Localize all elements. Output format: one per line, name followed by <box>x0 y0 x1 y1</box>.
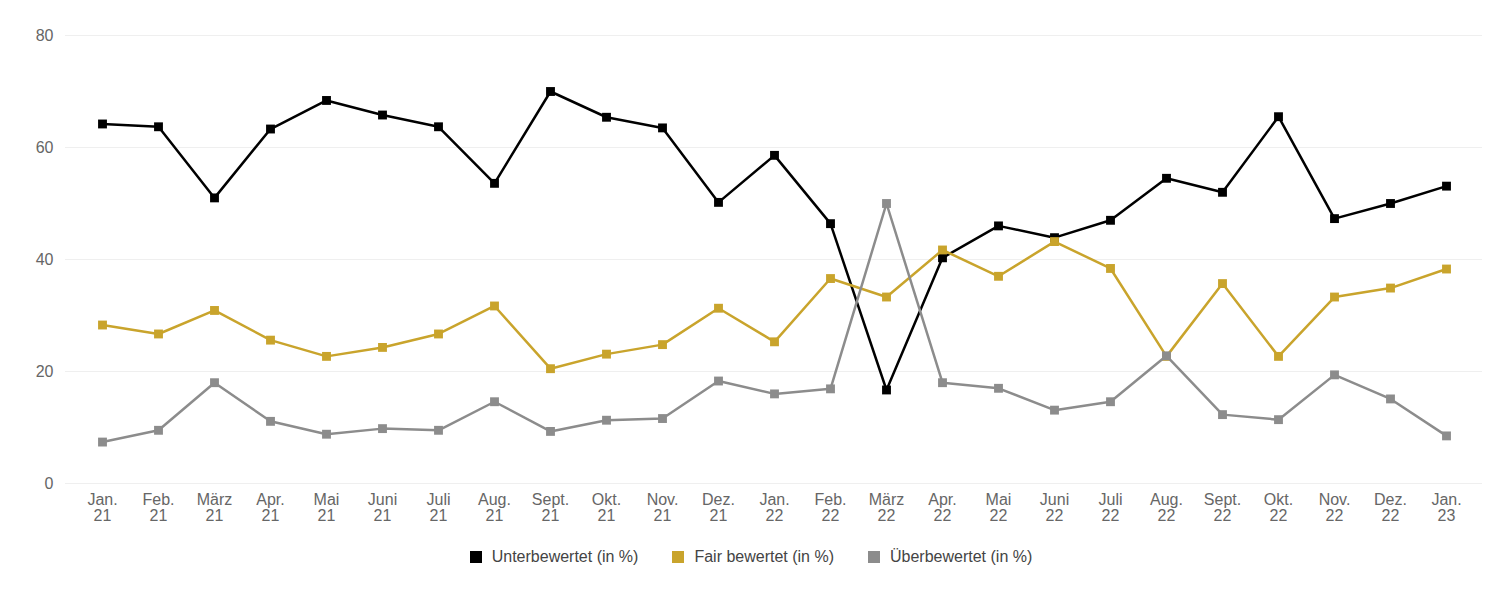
svg-text:20: 20 <box>36 363 54 380</box>
svg-text:Jan.22: Jan.22 <box>759 491 789 524</box>
svg-text:Juni21: Juni21 <box>368 491 397 524</box>
svg-text:Juli22: Juli22 <box>1098 491 1122 524</box>
svg-text:60: 60 <box>36 139 54 156</box>
svg-text:Nov.21: Nov.21 <box>647 491 679 524</box>
html-text:Überbewertet (in %): Überbewertet (in %) <box>890 548 1033 565</box>
svg-text:Sept.22: Sept.22 <box>1204 491 1241 524</box>
svg-text:Okt.21: Okt.21 <box>592 491 621 524</box>
svg-text:Feb.21: Feb.21 <box>142 491 174 524</box>
svg-text:Okt.22: Okt.22 <box>1264 491 1293 524</box>
svg-text:40: 40 <box>36 251 54 268</box>
svg-text:0: 0 <box>45 475 54 492</box>
svg-text:Dez.22: Dez.22 <box>1374 491 1407 524</box>
svg-text:Juli21: Juli21 <box>426 491 450 524</box>
svg-text:Jan.23: Jan.23 <box>1431 491 1461 524</box>
html-text:Unterbewertet (in %): Unterbewertet (in %) <box>491 548 639 565</box>
svg-text:März22: März22 <box>869 491 905 524</box>
svg-text:Aug.21: Aug.21 <box>478 491 511 524</box>
svg-text:Sept.21: Sept.21 <box>532 491 569 524</box>
svg-text:März21: März21 <box>197 491 233 524</box>
html-text:Fair bewertet (in %): Fair bewertet (in %) <box>694 548 834 565</box>
svg-text:Jan.21: Jan.21 <box>87 491 117 524</box>
svg-text:Nov.22: Nov.22 <box>1319 491 1351 524</box>
svg-text:Mai22: Mai22 <box>986 491 1012 524</box>
svg-text:Dez.21: Dez.21 <box>702 491 735 524</box>
svg-text:80: 80 <box>36 27 54 44</box>
svg-text:Juni22: Juni22 <box>1040 491 1069 524</box>
svg-text:Apr.21: Apr.21 <box>256 491 284 524</box>
svg-text:Aug.22: Aug.22 <box>1150 491 1183 524</box>
svg-text:Apr.22: Apr.22 <box>928 491 956 524</box>
svg-text:Feb.22: Feb.22 <box>814 491 846 524</box>
svg-text:Mai21: Mai21 <box>314 491 340 524</box>
